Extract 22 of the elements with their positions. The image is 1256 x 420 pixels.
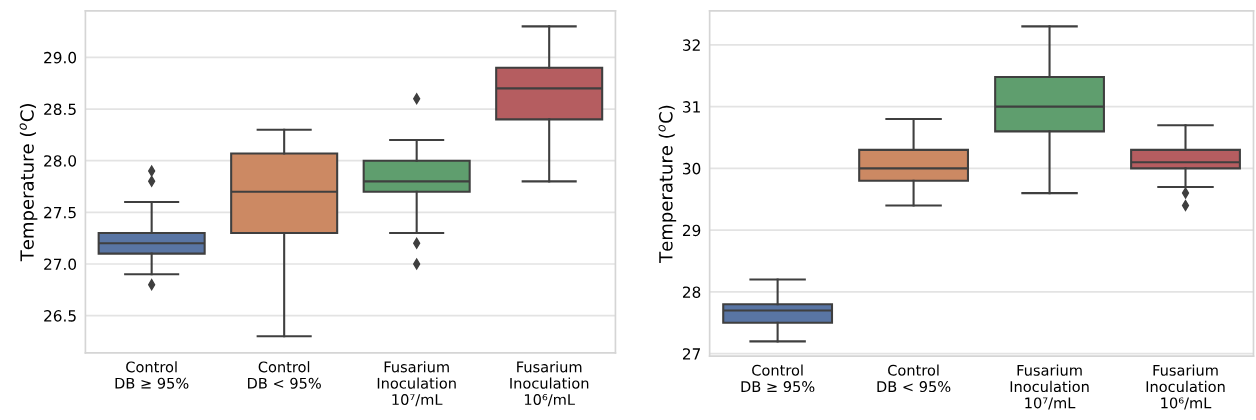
y-tick-label: 29 (682, 224, 701, 237)
y-tick-label: 32 (683, 39, 700, 51)
y-axis-title: Temperature ($^{o}$C) (19, 104, 38, 262)
y-tick-label: 27.0 (44, 258, 77, 270)
y-tick-label: 28.0 (44, 155, 77, 167)
x-tick-label: Control DB < 95% (248, 361, 321, 389)
y-tick-label: 30 (683, 162, 701, 175)
x-tick-label: Fusarium Inoculation 10⁶/mL (1146, 364, 1225, 410)
y-tick-label: 29.0 (44, 51, 77, 64)
y-tick-label: 26.5 (44, 310, 76, 322)
x-tick-label: Fusarium Inoculation 10⁶/mL (510, 361, 589, 407)
y-tick-label: 28.5 (44, 103, 76, 116)
y-tick-label: 31 (683, 101, 700, 113)
y-axis-title: Temperature ($^{o}$C) (658, 105, 677, 263)
x-tick-label: Fusarium Inoculation 10⁷/mL (1010, 364, 1089, 410)
x-tick-label: Control DB ≥ 95% (115, 361, 189, 389)
y-tick-label: 28 (682, 286, 701, 298)
y-tick-label: 27.5 (44, 206, 76, 219)
x-tick-label: Fusarium Inoculation 10⁷/mL (377, 361, 456, 407)
y-tick-label: 27 (682, 348, 700, 360)
x-tick-label: Control DB < 95% (877, 364, 951, 393)
x-tick-label: Control DB ≥ 95% (741, 364, 815, 393)
